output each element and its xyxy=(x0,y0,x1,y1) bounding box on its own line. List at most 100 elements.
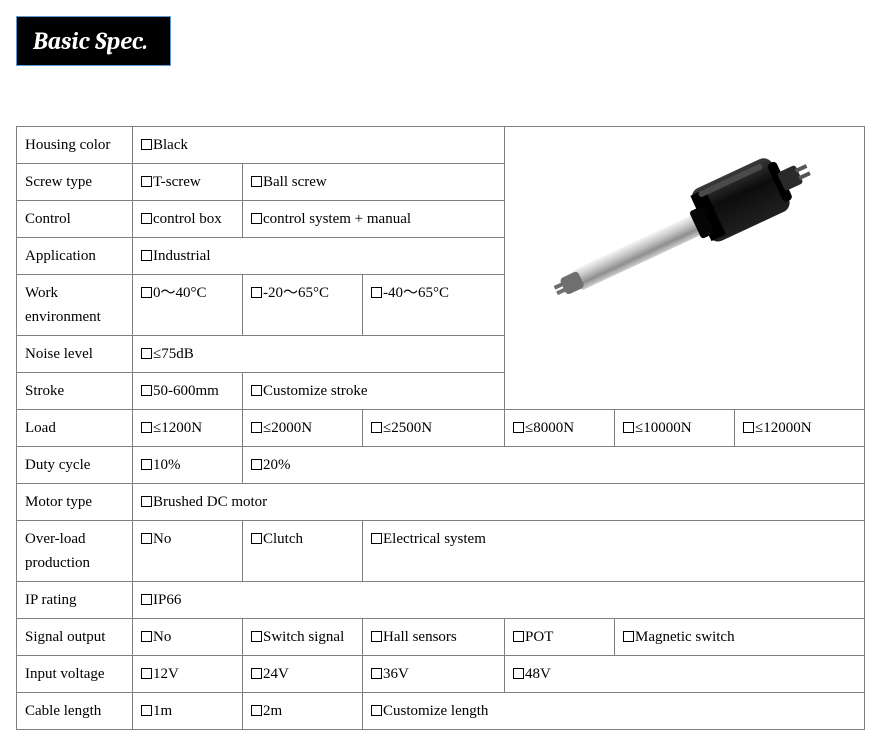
row-option-cell: T-screw xyxy=(133,164,243,201)
row-options: Black xyxy=(133,127,505,164)
option: No xyxy=(141,625,171,649)
checkbox-icon xyxy=(251,668,262,679)
row-label: IP rating xyxy=(17,582,133,619)
row-option-cell: 50-600mm xyxy=(133,373,243,410)
checkbox-icon xyxy=(251,533,262,544)
option: 12V xyxy=(141,662,179,686)
option: 50-600mm xyxy=(141,379,219,403)
option: ≤10000N xyxy=(623,416,692,440)
row-label: Load xyxy=(17,410,133,447)
actuator-icon xyxy=(535,127,835,327)
checkbox-icon xyxy=(141,287,152,298)
option: Hall sensors xyxy=(371,625,457,649)
row-option-cell: 20% xyxy=(243,447,865,484)
option: 0～40°C xyxy=(141,281,207,305)
option: Brushed DC motor xyxy=(141,490,267,514)
checkbox-icon xyxy=(371,422,382,433)
row-option-cell: ≤8000N xyxy=(505,410,615,447)
row-label: Over-load production xyxy=(17,521,133,582)
row-label: Input voltage xyxy=(17,656,133,693)
checkbox-icon xyxy=(141,385,152,396)
checkbox-icon xyxy=(141,594,152,605)
checkbox-icon xyxy=(141,668,152,679)
option: T-screw xyxy=(141,170,201,194)
table-row: Duty cycle 10% 20% xyxy=(17,447,865,484)
table-row: Cable length 1m 2m Customize length xyxy=(17,693,865,730)
checkbox-icon xyxy=(141,139,152,150)
row-label: Work environment xyxy=(17,275,133,336)
spec-table: Housing color Black xyxy=(16,126,865,730)
row-option-cell: Hall sensors xyxy=(363,619,505,656)
checkbox-icon xyxy=(371,287,382,298)
row-option-cell: 48V xyxy=(505,656,865,693)
option: -40～65°C xyxy=(371,281,449,305)
table-row: Over-load production No Clutch Electrica… xyxy=(17,521,865,582)
section-title: Basic Spec. xyxy=(16,16,171,66)
row-label: Cable length xyxy=(17,693,133,730)
option: POT xyxy=(513,625,553,649)
row-label: Duty cycle xyxy=(17,447,133,484)
option: Ball screw xyxy=(251,170,327,194)
option: Black xyxy=(141,133,188,157)
row-label: Screw type xyxy=(17,164,133,201)
row-label: Housing color xyxy=(17,127,133,164)
checkbox-icon xyxy=(141,250,152,261)
option: No xyxy=(141,527,171,551)
checkbox-icon xyxy=(513,631,524,642)
table-row: IP rating IP66 xyxy=(17,582,865,619)
table-row: Load ≤1200N ≤2000N ≤2500N ≤8000N ≤10000N… xyxy=(17,410,865,447)
row-option-cell: ≤2000N xyxy=(243,410,363,447)
checkbox-icon xyxy=(251,287,262,298)
checkbox-icon xyxy=(251,176,262,187)
row-option-cell: control system + manual xyxy=(243,201,505,238)
table-row: Motor type Brushed DC motor xyxy=(17,484,865,521)
row-option-cell: ≤2500N xyxy=(363,410,505,447)
row-option-cell: Magnetic switch xyxy=(615,619,865,656)
option: 10% xyxy=(141,453,181,477)
row-label: Noise level xyxy=(17,336,133,373)
table-row: Signal output No Switch signal Hall sens… xyxy=(17,619,865,656)
option: Industrial xyxy=(141,244,211,268)
row-option-cell: 0～40°C xyxy=(133,275,243,336)
option: 48V xyxy=(513,662,551,686)
checkbox-icon xyxy=(141,213,152,224)
checkbox-icon xyxy=(371,668,382,679)
option: control system + manual xyxy=(251,207,411,231)
checkbox-icon xyxy=(141,705,152,716)
option: 36V xyxy=(371,662,409,686)
checkbox-icon xyxy=(623,631,634,642)
option: Electrical system xyxy=(371,527,486,551)
row-option-cell: 24V xyxy=(243,656,363,693)
option: 1m xyxy=(141,699,172,723)
row-option-cell: Electrical system xyxy=(363,521,865,582)
row-option-cell: Ball screw xyxy=(243,164,505,201)
row-option-cell: Industrial xyxy=(133,238,505,275)
table-row: Input voltage 12V 24V 36V 48V xyxy=(17,656,865,693)
row-option-cell: IP66 xyxy=(133,582,865,619)
table-row: Housing color Black xyxy=(17,127,865,164)
row-option-cell: ≤75dB xyxy=(133,336,505,373)
row-option-cell: Customize stroke xyxy=(243,373,505,410)
option: control box xyxy=(141,207,222,231)
checkbox-icon xyxy=(141,533,152,544)
checkbox-icon xyxy=(743,422,754,433)
option: -20～65°C xyxy=(251,281,329,305)
option: 2m xyxy=(251,699,282,723)
row-option-cell: POT xyxy=(505,619,615,656)
option: ≤8000N xyxy=(513,416,574,440)
checkbox-icon xyxy=(141,459,152,470)
row-option-cell: Clutch xyxy=(243,521,363,582)
row-option-cell: ≤10000N xyxy=(615,410,735,447)
option: 20% xyxy=(251,453,291,477)
product-image-cell xyxy=(505,127,865,410)
row-option-cell: 36V xyxy=(363,656,505,693)
checkbox-icon xyxy=(371,631,382,642)
checkbox-icon xyxy=(623,422,634,433)
row-option-cell: Brushed DC motor xyxy=(133,484,865,521)
checkbox-icon xyxy=(513,422,524,433)
row-option-cell: Switch signal xyxy=(243,619,363,656)
checkbox-icon xyxy=(141,631,152,642)
checkbox-icon xyxy=(141,496,152,507)
row-option-cell: control box xyxy=(133,201,243,238)
checkbox-icon xyxy=(251,385,262,396)
